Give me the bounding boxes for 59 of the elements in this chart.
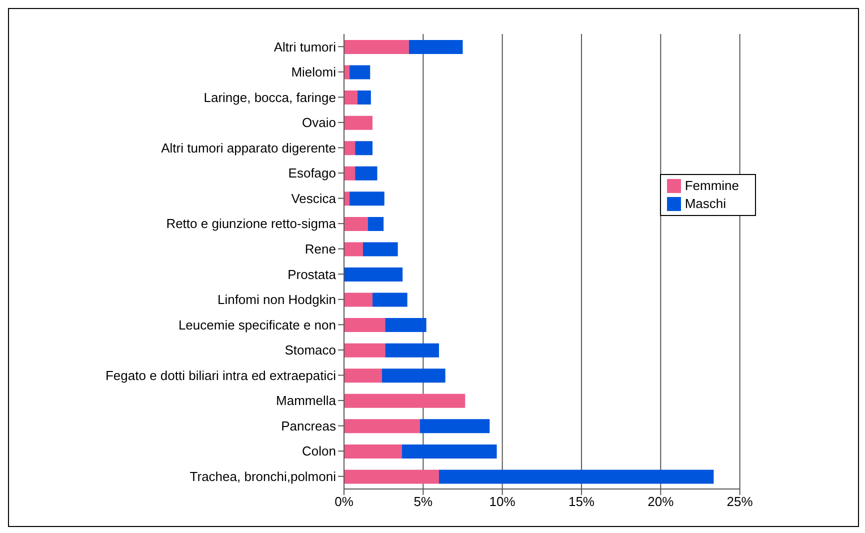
bar bbox=[344, 343, 386, 358]
bar bbox=[372, 292, 408, 307]
y-tick-label: Pancreas bbox=[281, 418, 336, 434]
bar bbox=[408, 40, 463, 54]
bar bbox=[350, 65, 370, 80]
x-tick-label: 0% bbox=[334, 494, 354, 510]
bar bbox=[344, 141, 356, 156]
y-tick-label: Mammella bbox=[276, 393, 337, 408]
bar bbox=[368, 216, 384, 231]
y-tick-label: Leucemie specificate e non bbox=[178, 317, 336, 332]
y-tick-label: Colon bbox=[302, 444, 336, 459]
x-tick-label: 15% bbox=[568, 494, 595, 510]
y-tick-label: Trachea, bronchi,polmoni bbox=[190, 468, 336, 484]
bar bbox=[363, 242, 398, 256]
bar bbox=[344, 192, 350, 206]
y-tick-label: Stomaco bbox=[284, 342, 336, 358]
y-tick-label: Prostata bbox=[288, 266, 337, 282]
bar bbox=[438, 470, 714, 484]
bar bbox=[402, 444, 497, 458]
bar bbox=[344, 242, 363, 256]
bar bbox=[344, 65, 350, 80]
bar bbox=[385, 318, 426, 332]
y-tick-label: Fegato e dotti biliari intra ed extraepatici bbox=[105, 368, 336, 383]
y-tick-label: Laringe, bocca, faringe bbox=[204, 90, 336, 105]
y-tick-label: Altri tumori apparato digerente bbox=[161, 140, 336, 156]
legend-label: Maschi bbox=[684, 196, 726, 211]
bar bbox=[357, 90, 371, 105]
bar bbox=[344, 292, 372, 307]
x-tick-label: 25% bbox=[726, 494, 754, 510]
y-tick-label: Linfomi non Hodgkin bbox=[217, 292, 336, 308]
bar bbox=[420, 419, 490, 434]
bar bbox=[350, 192, 384, 206]
x-tick-label: 5% bbox=[414, 494, 433, 510]
bar bbox=[344, 444, 402, 458]
y-tick-label: Esofago bbox=[288, 166, 336, 181]
bar bbox=[344, 394, 466, 408]
x-tick-label: 20% bbox=[648, 494, 674, 510]
bar bbox=[355, 166, 378, 180]
bar bbox=[344, 268, 403, 282]
bar bbox=[344, 166, 356, 180]
legend-label: Femmine bbox=[684, 178, 739, 193]
bar bbox=[385, 343, 439, 358]
y-tick-label: Ovaio bbox=[302, 115, 336, 130]
x-tick-label: 10% bbox=[489, 494, 516, 510]
y-tick-label: Retto e giunzione retto-sigma bbox=[166, 216, 337, 232]
y-tick-label: Altri tumori bbox=[274, 39, 336, 54]
bar bbox=[344, 419, 420, 434]
y-tick-label: Rene bbox=[304, 241, 336, 256]
bar bbox=[344, 40, 409, 54]
bar bbox=[355, 141, 372, 156]
bar bbox=[382, 368, 446, 383]
bar bbox=[344, 116, 372, 130]
y-tick-label: Mielomi bbox=[291, 64, 336, 80]
bar bbox=[344, 470, 439, 484]
bar bbox=[344, 368, 382, 383]
bar bbox=[344, 90, 358, 105]
y-tick-label: Vescica bbox=[291, 190, 337, 206]
bar bbox=[344, 216, 368, 231]
bar bbox=[344, 318, 386, 332]
